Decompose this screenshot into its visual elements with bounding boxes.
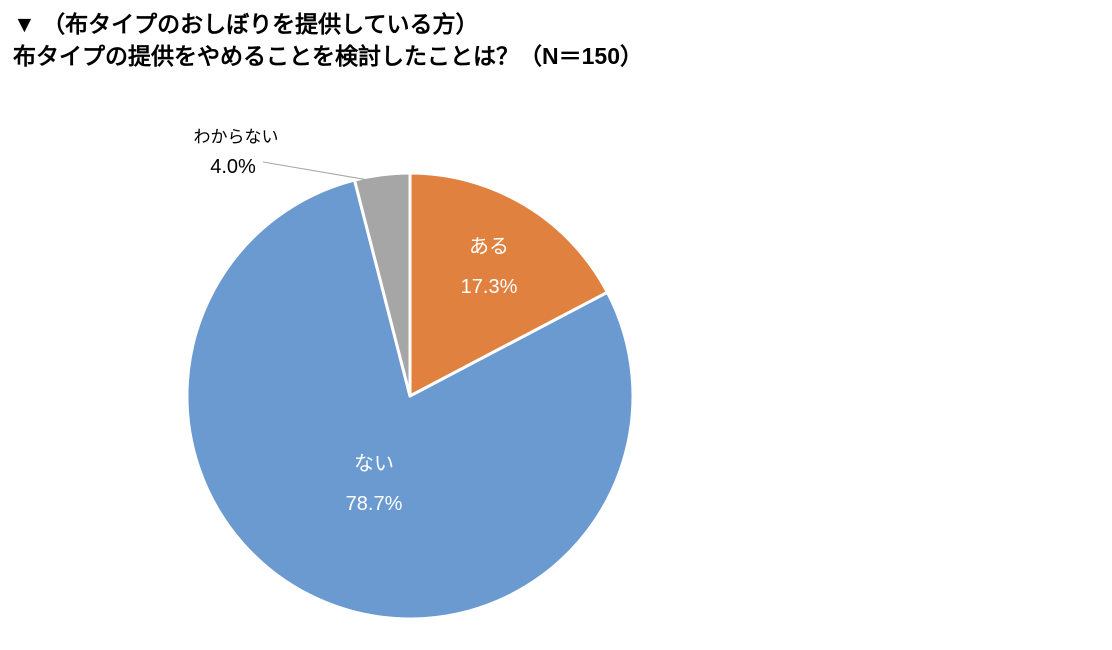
slice-label-value-1: 78.7% — [346, 493, 403, 515]
pie-slice-0 — [408, 171, 609, 398]
chart-title-line-2: 布タイプの提供をやめることを検討したことは？（N＝150） — [13, 43, 643, 69]
slice-label-value-0: 17.3% — [461, 276, 518, 298]
slice-label-value-2: 4.0% — [210, 156, 256, 178]
slice-label-name-1: ない — [354, 453, 394, 475]
pie-slice-2 — [353, 171, 412, 398]
chart-title: ▼ （布タイプのおしぼりを提供している方） 布タイプの提供をやめることを検討した… — [13, 8, 643, 72]
pie-slice-1 — [185, 178, 635, 621]
leader-line-slice-2 — [262, 161, 387, 184]
slice-label-name-0: ある — [469, 236, 509, 258]
chart-title-line-1: ▼ （布タイプのおしぼりを提供している方） — [13, 11, 479, 37]
slice-label-name-2: わからない — [194, 128, 279, 147]
